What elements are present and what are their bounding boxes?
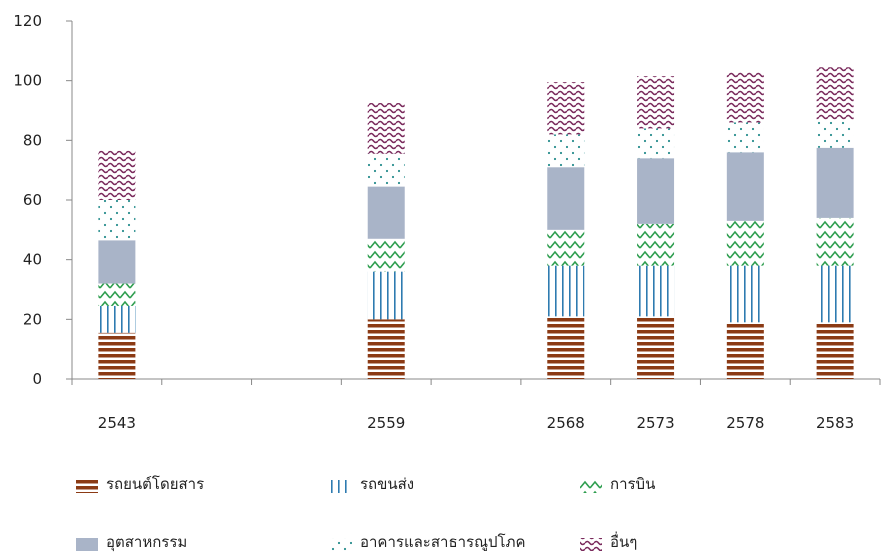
bar-segment-2559-2 xyxy=(367,271,405,320)
legend-label-4: อุตสาหกรรม xyxy=(106,533,187,552)
bar-segment-2568-2 xyxy=(547,265,585,317)
legend-swatch-5 xyxy=(330,538,352,551)
bar-segment-2583-1 xyxy=(816,322,854,379)
bar-segment-2583-5 xyxy=(816,119,854,148)
bar-segment-2573-6 xyxy=(637,76,675,129)
bar-segment-2543-4 xyxy=(98,240,136,284)
bar-segment-2568-1 xyxy=(547,316,585,379)
x-tick-label-2568: 2568 xyxy=(547,414,585,432)
x-tick-labels: 2543 2559 2568 2573 2578 2583 xyxy=(98,414,854,432)
x-tick-label-2573: 2573 xyxy=(636,414,674,432)
y-tick-label: 40 xyxy=(23,251,42,269)
bar-segment-2559-6 xyxy=(367,103,405,154)
bar-segment-2543-6 xyxy=(98,150,136,200)
bar-segment-2573-5 xyxy=(637,128,675,159)
y-tick-label: 60 xyxy=(23,191,42,209)
bar-segment-2543-1 xyxy=(98,332,136,379)
bar-segment-2559-4 xyxy=(367,186,405,239)
bar-segment-2573-2 xyxy=(637,265,675,317)
bar-segment-2583-2 xyxy=(816,265,854,323)
bars xyxy=(98,67,854,379)
bar-segment-2559-1 xyxy=(367,319,405,379)
bar-segment-2559-5 xyxy=(367,153,405,187)
y-tick-label: 100 xyxy=(13,72,42,90)
legend-swatch-3 xyxy=(580,480,602,493)
y-tick-label: 120 xyxy=(13,12,42,30)
y-tick-label: 80 xyxy=(23,131,42,149)
bar-segment-2559-3 xyxy=(367,238,405,272)
bar-segment-2578-4 xyxy=(726,152,764,221)
bar-segment-2583-6 xyxy=(816,67,854,120)
x-tick-label-2559: 2559 xyxy=(367,414,405,432)
bar-segment-2583-3 xyxy=(816,217,854,266)
legend-label-1: รถยนต์โดยสาร xyxy=(106,475,204,493)
bar-segment-2578-3 xyxy=(726,220,764,266)
legend-label-6: อื่นๆ xyxy=(610,531,637,551)
bar-segment-2543-3 xyxy=(98,283,136,306)
legend-label-2: รถขนส่ง xyxy=(360,475,414,493)
bar-segment-2578-5 xyxy=(726,122,764,153)
y-tick-label: 0 xyxy=(32,370,42,388)
x-tick-label-2543: 2543 xyxy=(98,414,136,432)
legend-swatch-1 xyxy=(76,480,98,493)
bar-segment-2568-4 xyxy=(547,167,585,230)
axes: 0 20 40 60 80 100 120 xyxy=(13,12,881,388)
bar-segment-2583-4 xyxy=(816,147,854,218)
bar-segment-2573-4 xyxy=(637,158,675,224)
x-tick-label-2583: 2583 xyxy=(816,414,854,432)
bar-segment-2568-3 xyxy=(547,229,585,266)
bar-segment-2578-1 xyxy=(726,322,764,379)
bar-segment-2578-6 xyxy=(726,71,764,123)
bar-segment-2573-1 xyxy=(637,316,675,379)
bar-segment-2543-5 xyxy=(98,200,136,241)
legend-label-3: การบิน xyxy=(610,475,655,493)
legend-swatch-2 xyxy=(330,480,352,493)
legend-swatch-6 xyxy=(580,538,602,551)
bar-segment-2578-2 xyxy=(726,265,764,323)
legend: รถยนต์โดยสาร รถขนส่ง การบินอุตสาหกรรม อาคาร… xyxy=(76,475,655,552)
bar-segment-2568-6 xyxy=(547,82,585,135)
x-tick-label-2578: 2578 xyxy=(726,414,764,432)
legend-swatch-4 xyxy=(76,538,98,551)
bar-segment-2573-3 xyxy=(637,223,675,266)
bar-segment-2543-2 xyxy=(98,305,136,333)
bar-segment-2568-5 xyxy=(547,134,585,168)
y-tick-label: 20 xyxy=(23,310,42,328)
legend-label-5: อาคารและสาธารณูปโภค xyxy=(360,533,526,551)
